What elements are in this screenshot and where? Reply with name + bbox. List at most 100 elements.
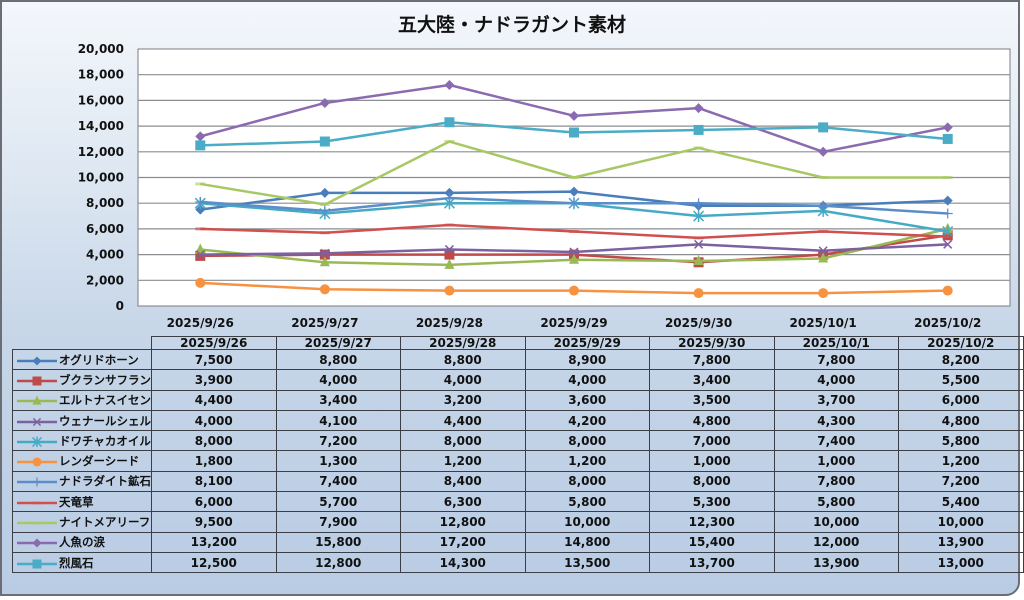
data-point <box>818 176 829 179</box>
data-point <box>942 195 953 206</box>
table-cell: 3,400 <box>275 389 401 411</box>
table-row: ドワチャカオイル 8,000 7,200 8,000 8,000 7,000 7,400 5,… <box>12 430 1024 452</box>
table-cell: 5,400 <box>898 491 1024 513</box>
y-tick-label: 12,000 <box>78 145 124 159</box>
table-cell: 12,800 <box>400 511 526 533</box>
table-cell: 8,100 <box>151 470 277 493</box>
data-point <box>320 248 330 258</box>
table-cell: 7,200 <box>275 430 401 452</box>
data-point <box>195 131 206 142</box>
legend-entry: 烈風石 <box>12 551 152 574</box>
legend-entry: ドワチャカオイル <box>12 430 152 452</box>
table-cell: 8,000 <box>524 470 650 493</box>
data-point <box>195 204 206 215</box>
legend-entry: オグリドホーン <box>12 348 152 371</box>
table-cell: 3,500 <box>649 389 775 411</box>
y-tick-label: 2,000 <box>86 273 124 287</box>
header-blank <box>12 336 152 350</box>
data-point <box>195 196 206 207</box>
series-9 <box>195 79 953 157</box>
data-point <box>319 202 330 206</box>
table-cell: 7,500 <box>151 348 277 371</box>
table-cell: 6,000 <box>151 491 277 513</box>
y-tick-label: 8,000 <box>86 196 124 210</box>
x-axis-ticks: 2025/9/26 2025/9/27 2025/9/28 2025/9/29 2025… <box>167 316 982 330</box>
data-point <box>32 417 42 426</box>
x-tick-label: 2025/10/2 <box>914 316 981 330</box>
table-cell: 7,200 <box>898 470 1024 493</box>
table-cell: 14,300 <box>400 551 526 574</box>
data-point <box>818 146 829 157</box>
table-cell: 6,300 <box>400 491 526 513</box>
data-point <box>195 250 205 260</box>
table-cell: 17,200 <box>400 531 526 553</box>
data-point <box>32 395 42 405</box>
table-cell: 13,500 <box>524 551 650 574</box>
x-tick-label: 2025/9/30 <box>665 316 732 330</box>
table-cell: 10,000 <box>524 511 650 533</box>
legend-key-icon <box>17 417 57 426</box>
data-point <box>319 187 330 198</box>
data-point <box>195 182 206 186</box>
table-cell: 5,700 <box>275 491 401 513</box>
data-point <box>693 124 704 135</box>
legend-entry: エルトナスイセン <box>12 389 152 411</box>
data-point <box>942 235 953 239</box>
data-point <box>569 247 579 257</box>
data-point <box>319 256 330 267</box>
data-point <box>195 140 206 151</box>
y-tick-label: 10,000 <box>78 171 124 185</box>
legend-entry: ウェナールシェル <box>12 409 152 432</box>
table-header-cell: 2025/9/29 <box>524 336 650 350</box>
data-point <box>818 252 829 263</box>
table-cell: 1,000 <box>773 450 899 472</box>
data-point <box>693 198 704 209</box>
line-chart: 0 2,000 4,000 6,000 8,000 10,000 12,000 14,000 1… <box>78 42 1011 330</box>
table-cell: 1,800 <box>151 450 277 472</box>
data-point <box>693 146 704 150</box>
legend-key-icon <box>17 538 57 548</box>
x-tick-label: 2025/9/26 <box>167 316 234 330</box>
table-cell: 4,200 <box>524 409 650 432</box>
data-point <box>818 122 829 133</box>
table-header-cell: 2025/9/28 <box>400 336 526 350</box>
table-cell: 5,500 <box>898 369 1024 391</box>
legend-key-icon <box>17 395 57 405</box>
data-point <box>32 457 42 467</box>
legend-key-icon <box>17 436 57 447</box>
legend-entry: 天竜草 <box>12 491 152 513</box>
legend-label: エルトナスイセン <box>59 393 151 408</box>
data-point <box>942 208 953 219</box>
data-point <box>444 140 455 144</box>
table-cell: 1,300 <box>275 450 401 472</box>
y-tick-label: 0 <box>116 299 124 313</box>
table-cell: 3,700 <box>773 389 899 411</box>
data-point <box>444 187 455 198</box>
table-cell: 14,800 <box>524 531 650 553</box>
table-header-cell: 2025/9/27 <box>275 336 401 350</box>
table-cell: 15,400 <box>649 531 775 553</box>
table-header-cell: 2025/9/30 <box>649 336 775 350</box>
table-cell: 8,000 <box>524 430 650 452</box>
data-point <box>32 501 42 505</box>
data-point <box>319 231 330 235</box>
table-header-cell: 2025/9/26 <box>151 336 277 350</box>
legend-label: ナドラダイト鉱石 <box>59 474 151 489</box>
data-point <box>569 176 579 179</box>
y-tick-label: 4,000 <box>86 248 124 262</box>
y-tick-label: 16,000 <box>78 93 124 107</box>
legend-key-icon <box>17 501 57 505</box>
table-row: オグリドホーン 7,500 8,800 8,800 8,900 7,800 7,800 8,2… <box>12 348 1024 371</box>
table-cell: 13,900 <box>898 531 1024 553</box>
legend-label: 烈風石 <box>59 555 94 570</box>
series-7 <box>195 223 953 240</box>
table-cell: 13,900 <box>773 551 899 574</box>
table-cell: 3,900 <box>151 369 277 391</box>
table-cell: 4,800 <box>649 409 775 432</box>
data-point <box>818 200 829 211</box>
series-2 <box>195 222 953 269</box>
table-cell: 1,000 <box>649 450 775 472</box>
table-cell: 7,400 <box>275 470 401 493</box>
series-lines <box>194 79 954 299</box>
table-cell: 12,300 <box>649 511 775 533</box>
